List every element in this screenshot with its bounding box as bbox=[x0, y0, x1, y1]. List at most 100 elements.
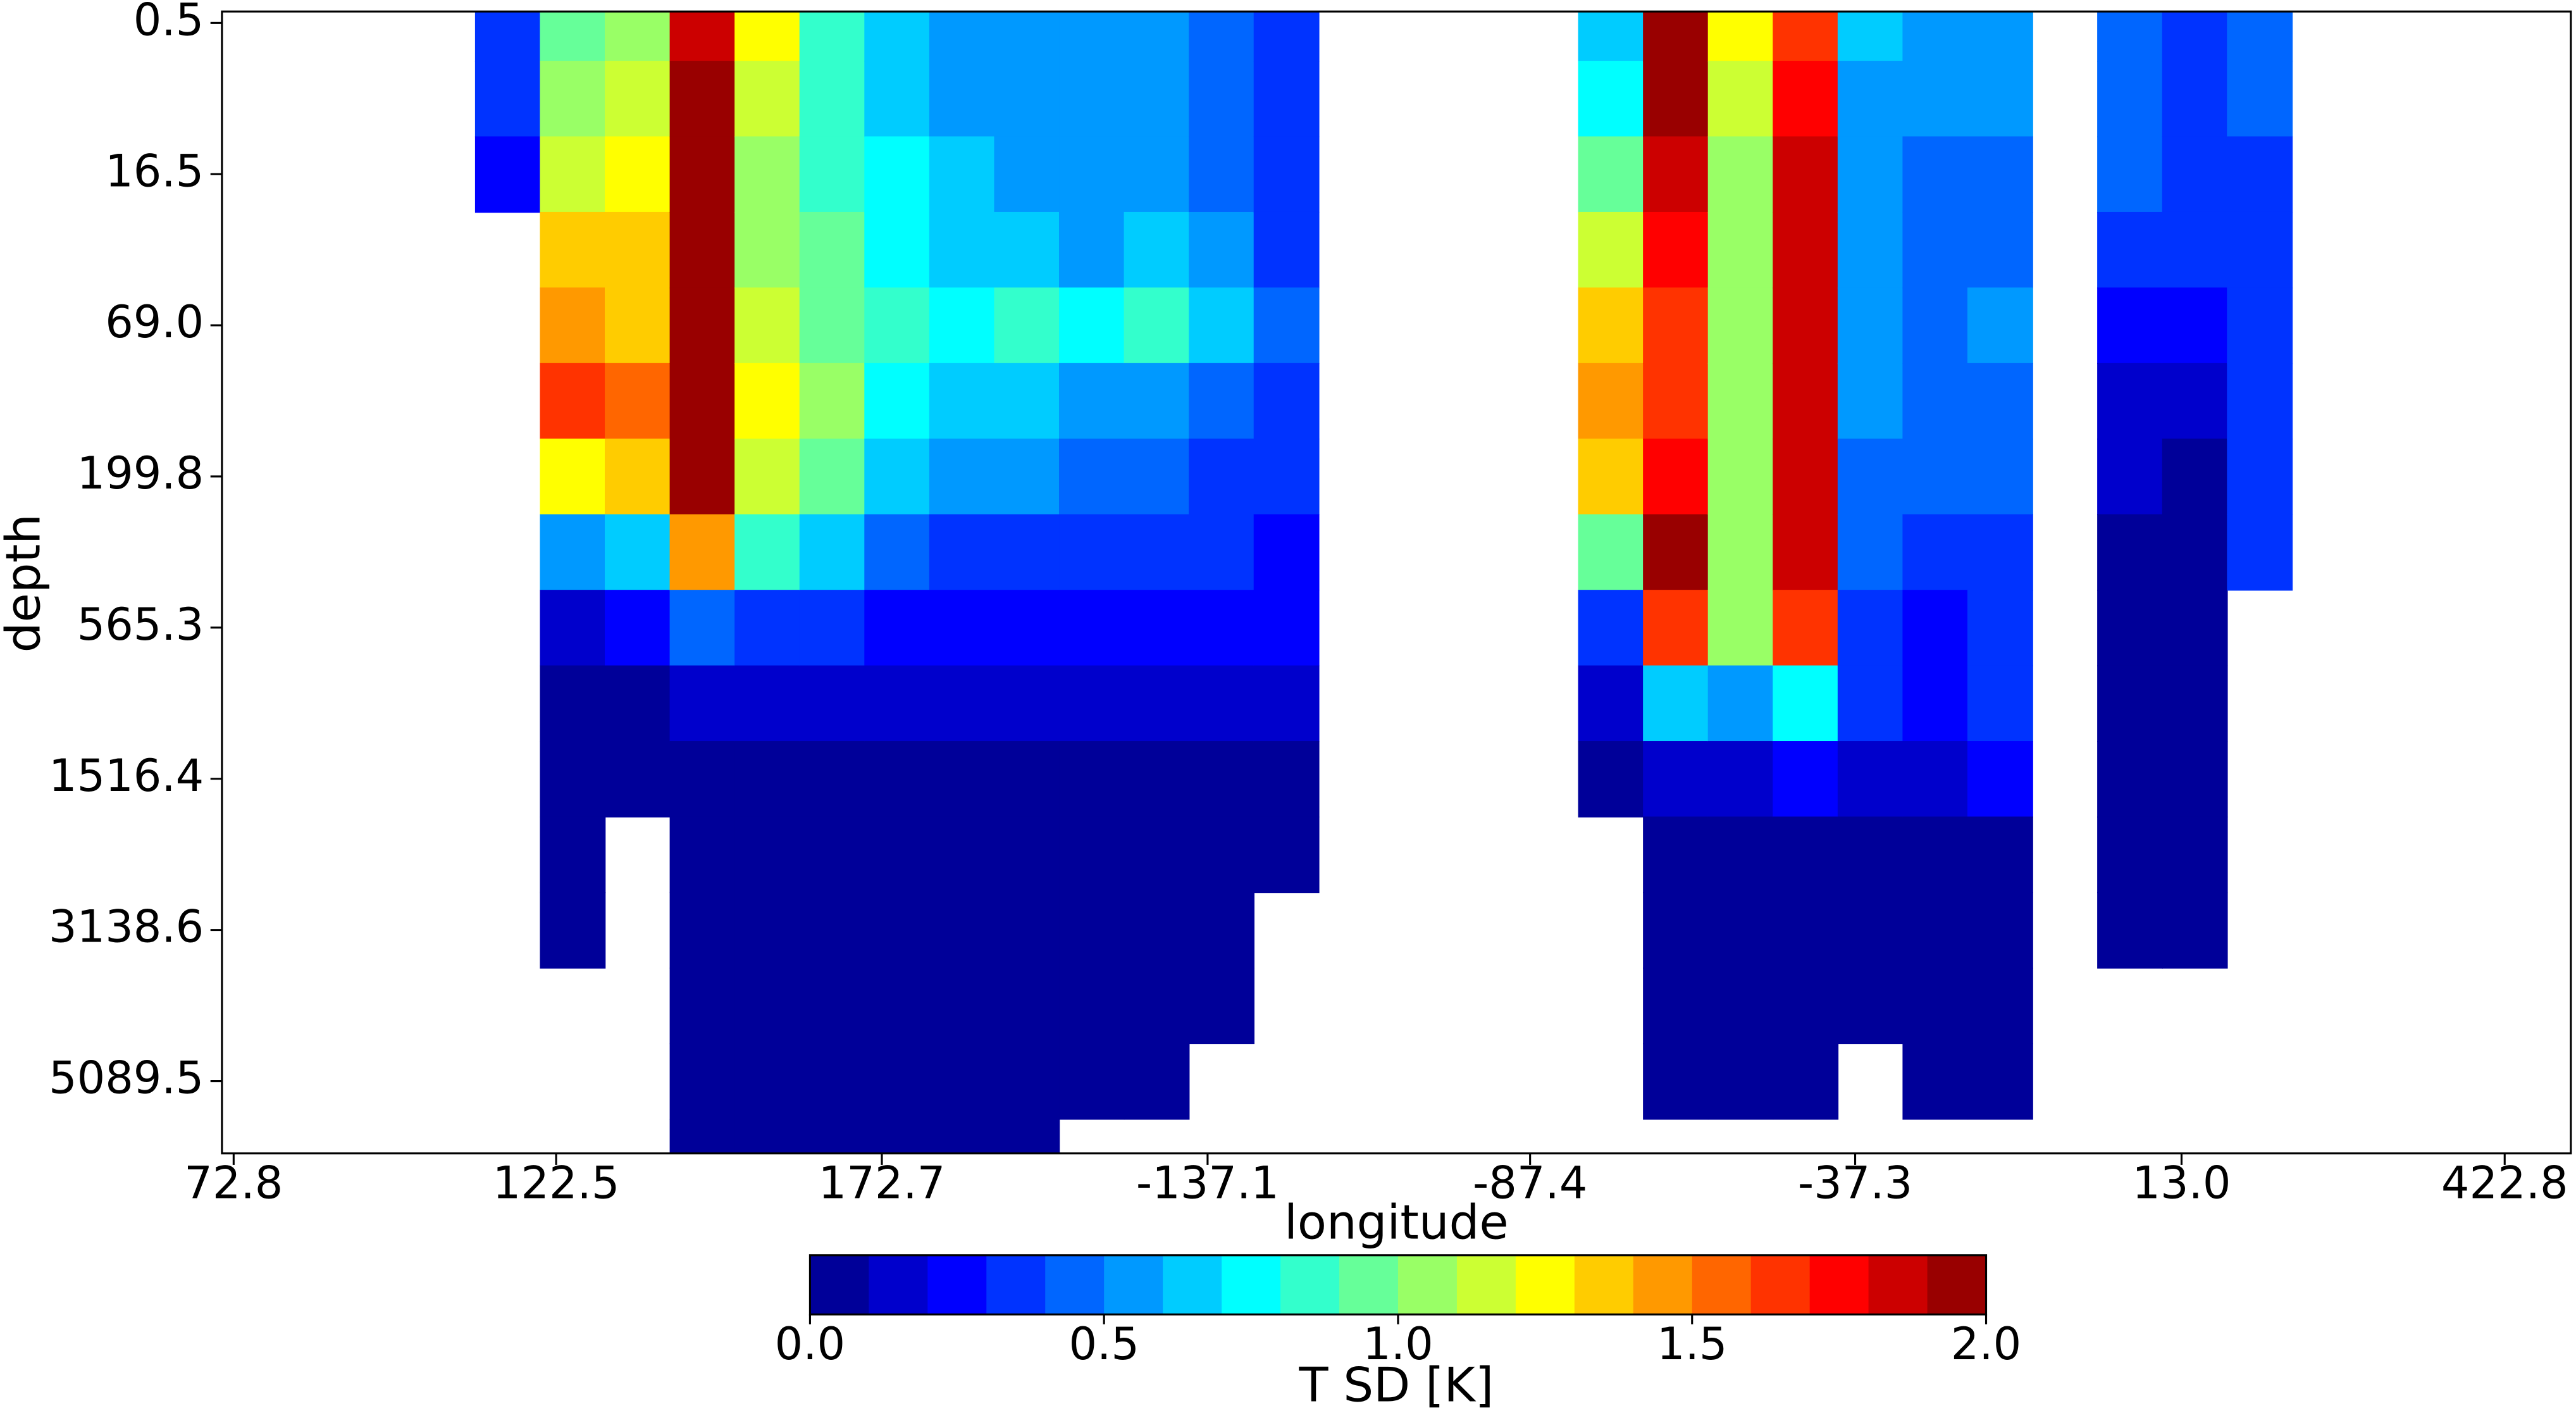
heatmap-cell bbox=[2162, 61, 2228, 137]
heatmap-cell bbox=[799, 514, 865, 591]
colorbar-swatch bbox=[1397, 1255, 1458, 1315]
heatmap-cell bbox=[799, 665, 865, 742]
heatmap-cell bbox=[994, 136, 1060, 213]
heatmap-cell bbox=[1967, 1043, 2033, 1120]
heatmap-cell bbox=[1189, 968, 1255, 1045]
heatmap-cell bbox=[734, 741, 801, 818]
heatmap-cell bbox=[1643, 892, 1709, 969]
heatmap-cell bbox=[669, 11, 736, 62]
heatmap-cell bbox=[1967, 363, 2033, 440]
heatmap-cell bbox=[994, 1043, 1060, 1120]
heatmap-cell bbox=[1253, 665, 1320, 742]
colorbar-swatch bbox=[1574, 1255, 1635, 1315]
heatmap-cell bbox=[994, 439, 1060, 516]
heatmap-cell bbox=[1773, 287, 1839, 364]
heatmap-cell bbox=[864, 590, 931, 666]
heatmap-cell bbox=[1837, 968, 1904, 1045]
colorbar-swatch bbox=[927, 1255, 988, 1315]
heatmap-cell bbox=[1902, 211, 1969, 289]
heatmap-cell bbox=[1967, 211, 2033, 289]
heatmap-cell bbox=[929, 514, 995, 591]
heatmap-cell bbox=[1902, 287, 1969, 364]
heatmap-cell bbox=[1189, 514, 1255, 591]
heatmap-cell bbox=[2097, 590, 2163, 666]
heatmap-cell bbox=[1253, 61, 1320, 137]
heatmap-cell bbox=[2227, 211, 2293, 289]
heatmap-cell bbox=[929, 211, 995, 289]
heatmap-cell bbox=[1902, 1043, 1969, 1120]
heatmap-cell bbox=[1578, 287, 1644, 364]
heatmap-cell bbox=[734, 968, 801, 1045]
heatmap-cell bbox=[864, 892, 931, 969]
heatmap-cell bbox=[1707, 590, 1774, 666]
heatmap-cell bbox=[1902, 514, 1969, 591]
heatmap-cell bbox=[799, 741, 865, 818]
heatmap-cell bbox=[1124, 816, 1190, 893]
heatmap-cell bbox=[605, 136, 671, 213]
heatmap-cell bbox=[1773, 741, 1839, 818]
heatmap bbox=[474, 11, 2293, 1154]
heatmap-cell bbox=[1578, 136, 1644, 213]
heatmap-cell bbox=[605, 287, 671, 364]
heatmap-cell bbox=[474, 61, 541, 137]
heatmap-cell bbox=[929, 363, 995, 440]
heatmap-cell bbox=[669, 590, 736, 666]
heatmap-cell bbox=[1189, 11, 1255, 62]
heatmap-cell bbox=[540, 439, 606, 516]
heatmap-cell bbox=[994, 590, 1060, 666]
heatmap-cell bbox=[669, 968, 736, 1045]
heatmap-cell bbox=[2162, 514, 2228, 591]
heatmap-cell bbox=[540, 61, 606, 137]
heatmap-cell bbox=[1643, 11, 1709, 62]
heatmap-cell bbox=[1773, 61, 1839, 137]
heatmap-cell bbox=[605, 590, 671, 666]
heatmap-cell bbox=[994, 665, 1060, 742]
heatmap-cell bbox=[1967, 741, 2033, 818]
x-tick-label: -87.4 bbox=[1473, 1157, 1587, 1209]
heatmap-cell bbox=[1578, 665, 1644, 742]
heatmap-cell bbox=[1189, 590, 1255, 666]
heatmap-cell bbox=[1253, 514, 1320, 591]
heatmap-cell bbox=[2162, 439, 2228, 516]
heatmap-cell bbox=[540, 590, 606, 666]
heatmap-cell bbox=[1902, 665, 1969, 742]
colorbar-tick-label: 0.5 bbox=[1068, 1318, 1139, 1370]
heatmap-cell bbox=[1253, 136, 1320, 213]
heatmap-cell bbox=[1643, 287, 1709, 364]
heatmap-cell bbox=[1059, 11, 1125, 62]
y-axis-label: depth bbox=[0, 514, 51, 652]
heatmap-cell bbox=[669, 363, 736, 440]
heatmap-cell bbox=[1967, 892, 2033, 969]
heatmap-cell bbox=[1059, 892, 1125, 969]
heatmap-cell bbox=[864, 665, 931, 742]
heatmap-cell bbox=[1902, 61, 1969, 137]
heatmap-cell bbox=[799, 892, 865, 969]
heatmap-cell bbox=[1837, 136, 1904, 213]
y-tick-label: 1516.4 bbox=[49, 750, 204, 802]
heatmap-cell bbox=[929, 665, 995, 742]
heatmap-cell bbox=[540, 741, 606, 818]
x-tick-label: 172.7 bbox=[819, 1157, 946, 1209]
heatmap-cell bbox=[1189, 136, 1255, 213]
heatmap-cell bbox=[669, 816, 736, 893]
heatmap-cell bbox=[929, 136, 995, 213]
heatmap-cell bbox=[1578, 741, 1644, 818]
heatmap-cell bbox=[734, 136, 801, 213]
heatmap-cell bbox=[1059, 287, 1125, 364]
heatmap-cell bbox=[605, 61, 671, 137]
heatmap-cell bbox=[1707, 136, 1774, 213]
colorbar-swatch bbox=[1809, 1255, 1869, 1315]
heatmap-cell bbox=[864, 741, 931, 818]
heatmap-cell bbox=[1707, 61, 1774, 137]
heatmap-cell bbox=[1643, 1043, 1709, 1120]
heatmap-cell bbox=[1124, 363, 1190, 440]
heatmap-cell bbox=[1967, 61, 2033, 137]
colorbar-tick-label: 0.0 bbox=[775, 1318, 845, 1370]
heatmap-cell bbox=[1578, 211, 1644, 289]
heatmap-cell bbox=[1773, 211, 1839, 289]
heatmap-cell bbox=[1253, 211, 1320, 289]
heatmap-cell bbox=[474, 11, 541, 62]
heatmap-cell bbox=[799, 11, 865, 62]
colorbar-swatch bbox=[1927, 1255, 1987, 1315]
heatmap-cell bbox=[734, 590, 801, 666]
